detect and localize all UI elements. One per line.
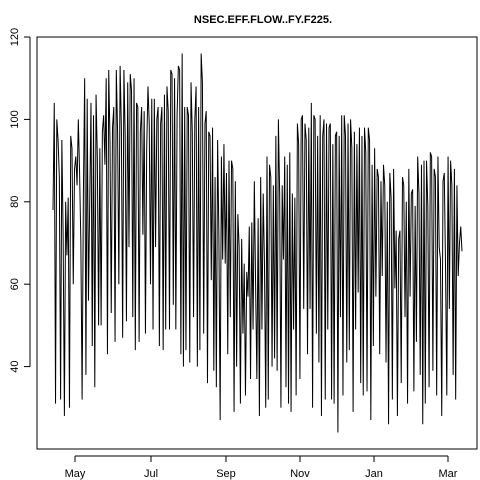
x-tick-label: Jul: [144, 468, 158, 480]
x-tick-label: Sep: [216, 468, 236, 480]
y-tick-label: 120: [9, 28, 21, 46]
x-tick-label: May: [65, 468, 86, 480]
y-tick-label: 100: [9, 110, 21, 128]
series-line: [52, 53, 463, 433]
x-tick-label: Mar: [439, 468, 458, 480]
y-axis: 40 60 80 100 120: [9, 28, 31, 373]
y-tick-label: 80: [9, 196, 21, 208]
x-tick-label: Nov: [290, 468, 310, 480]
y-tick-label: 40: [9, 360, 21, 372]
plot-frame: [36, 36, 478, 450]
chart-title: NSEC.EFF.FLOW..FY.F225.: [194, 14, 332, 26]
y-tick-label: 60: [9, 278, 21, 290]
x-axis: May Jul Sep Nov Jan Mar: [65, 455, 458, 480]
x-tick-label: Jan: [365, 468, 383, 480]
